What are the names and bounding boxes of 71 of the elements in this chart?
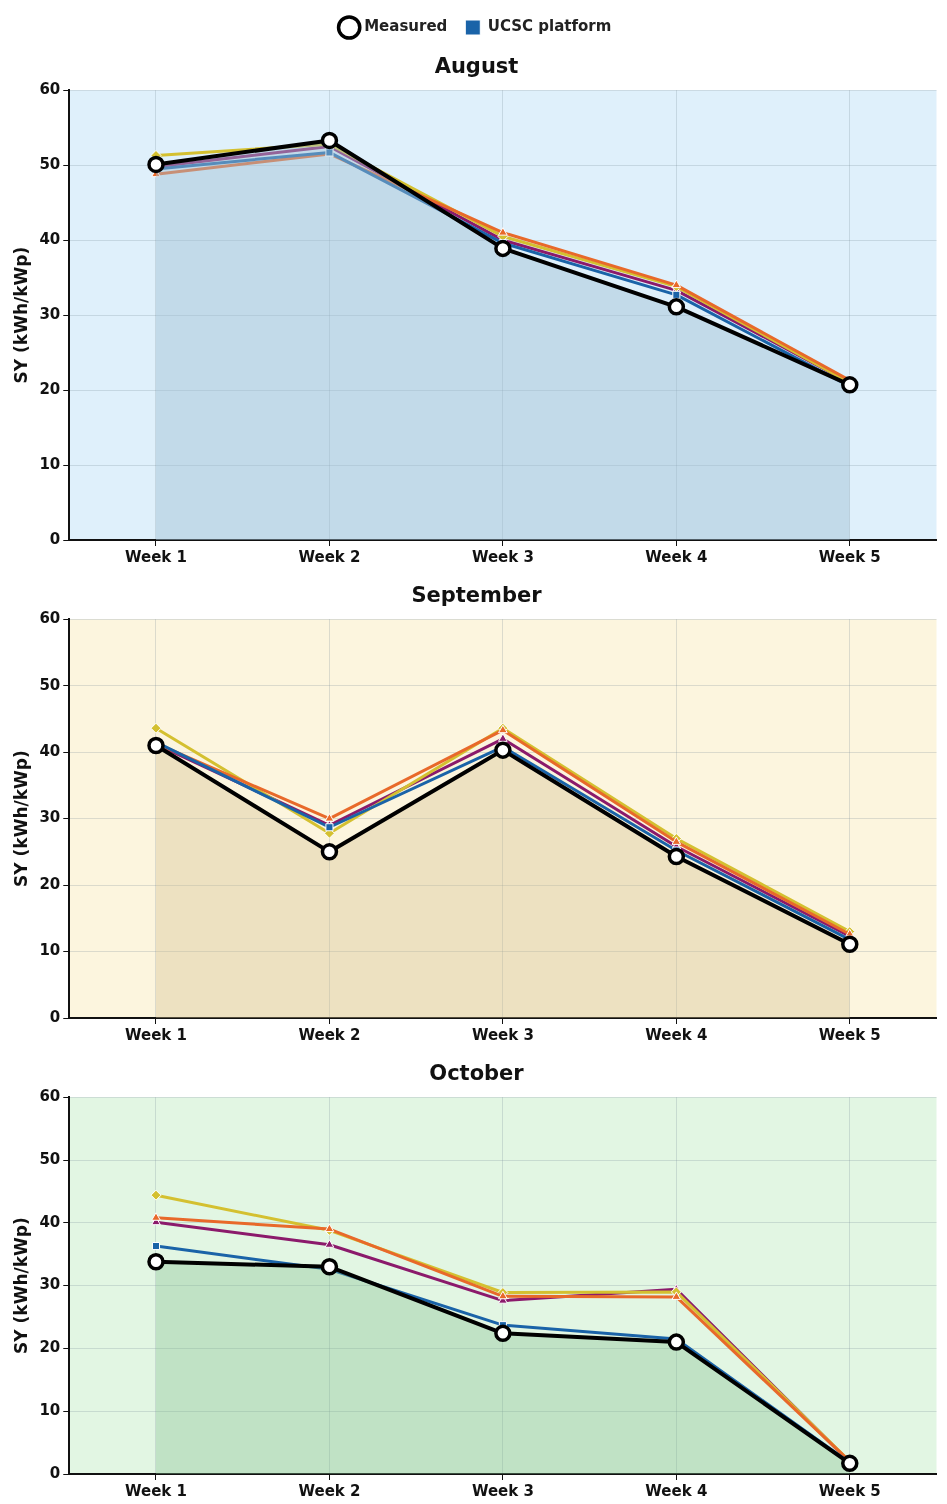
legend-label: UCSC platform: [487, 17, 612, 36]
point: [320, 1258, 339, 1276]
point: [325, 823, 334, 832]
x-tick-label: Week 5: [818, 1025, 881, 1044]
point: [151, 1212, 161, 1221]
y-tick-label: 40: [39, 1212, 61, 1231]
point: [494, 741, 512, 759]
x-tick-label: Week 5: [818, 547, 881, 566]
point: [151, 1242, 161, 1251]
point: [841, 376, 859, 394]
y-tick-label: 30: [39, 1275, 61, 1294]
point: [841, 1454, 859, 1473]
x-tick-label: Week 4: [645, 1025, 708, 1044]
x-tick-label: Week 4: [645, 547, 708, 566]
point: [494, 1324, 512, 1343]
y-tick-label: 10: [39, 941, 61, 960]
y-tick-label: 40: [39, 230, 61, 249]
point: [671, 1291, 682, 1300]
point: [320, 131, 339, 150]
y-tick-label: 40: [39, 742, 61, 761]
point: [150, 1189, 162, 1201]
y-tick-label: 60: [39, 609, 61, 628]
x-tick-label: Week 3: [471, 547, 534, 566]
point: [494, 239, 512, 258]
point: [320, 843, 339, 861]
point: [498, 227, 508, 236]
x-tick-label: Week 2: [298, 1025, 361, 1044]
y-tick-label: 0: [49, 529, 61, 548]
x-tick-label: Week 3: [471, 1025, 534, 1044]
x-tick-label: Week 2: [298, 547, 361, 566]
x-tick-label: Week 1: [125, 547, 187, 566]
point: [498, 733, 508, 742]
y-axis-title: SY (kWh/kWp): [10, 1217, 31, 1354]
y-tick-label: 30: [39, 304, 61, 323]
y-tick-label: 0: [49, 1007, 61, 1026]
point: [667, 298, 686, 316]
point: [672, 290, 681, 299]
y-tick-label: 60: [39, 80, 61, 99]
y-tick-label: 10: [39, 1401, 61, 1420]
y-tick-label: 20: [39, 379, 61, 398]
y-tick-label: 50: [39, 675, 61, 694]
point: [671, 279, 682, 289]
point: [150, 722, 162, 734]
x-tick-label: Week 1: [125, 1481, 187, 1500]
legend-label: Measured: [364, 17, 448, 36]
y-tick-label: 50: [39, 155, 61, 174]
y-tick-label: 20: [39, 1338, 61, 1357]
point: [147, 1252, 165, 1271]
x-tick-label: Week 5: [818, 1481, 881, 1500]
point: [324, 1239, 335, 1248]
y-tick-label: 50: [39, 1149, 61, 1168]
y-tick-label: 60: [39, 1087, 61, 1106]
x-tick-label: Week 2: [298, 1481, 361, 1500]
chart-title: September: [411, 583, 543, 608]
x-tick-label: Week 3: [471, 1481, 534, 1500]
point: [324, 813, 335, 822]
y-tick-label: 20: [39, 874, 61, 893]
point: [841, 935, 859, 953]
y-axis-title: SY (kWh/kWp): [10, 750, 31, 887]
point: [147, 736, 165, 755]
y-tick-label: 30: [39, 808, 61, 827]
point: [667, 847, 686, 866]
x-tick-label: Week 4: [645, 1481, 708, 1500]
y-tick-label: 10: [39, 454, 61, 473]
y-tick-label: 0: [49, 1463, 61, 1482]
x-tick-label: Week 1: [125, 1025, 187, 1044]
chart-title: August: [434, 54, 519, 79]
point: [147, 155, 165, 174]
chart-title: October: [429, 1061, 525, 1086]
point: [667, 1333, 686, 1351]
y-axis-title: SY (kWh/kWp): [10, 246, 31, 384]
